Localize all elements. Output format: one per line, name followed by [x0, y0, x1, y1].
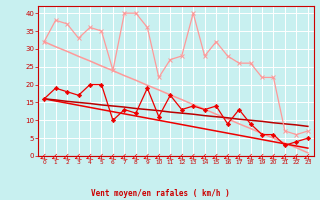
Text: Vent moyen/en rafales ( km/h ): Vent moyen/en rafales ( km/h ) — [91, 189, 229, 198]
